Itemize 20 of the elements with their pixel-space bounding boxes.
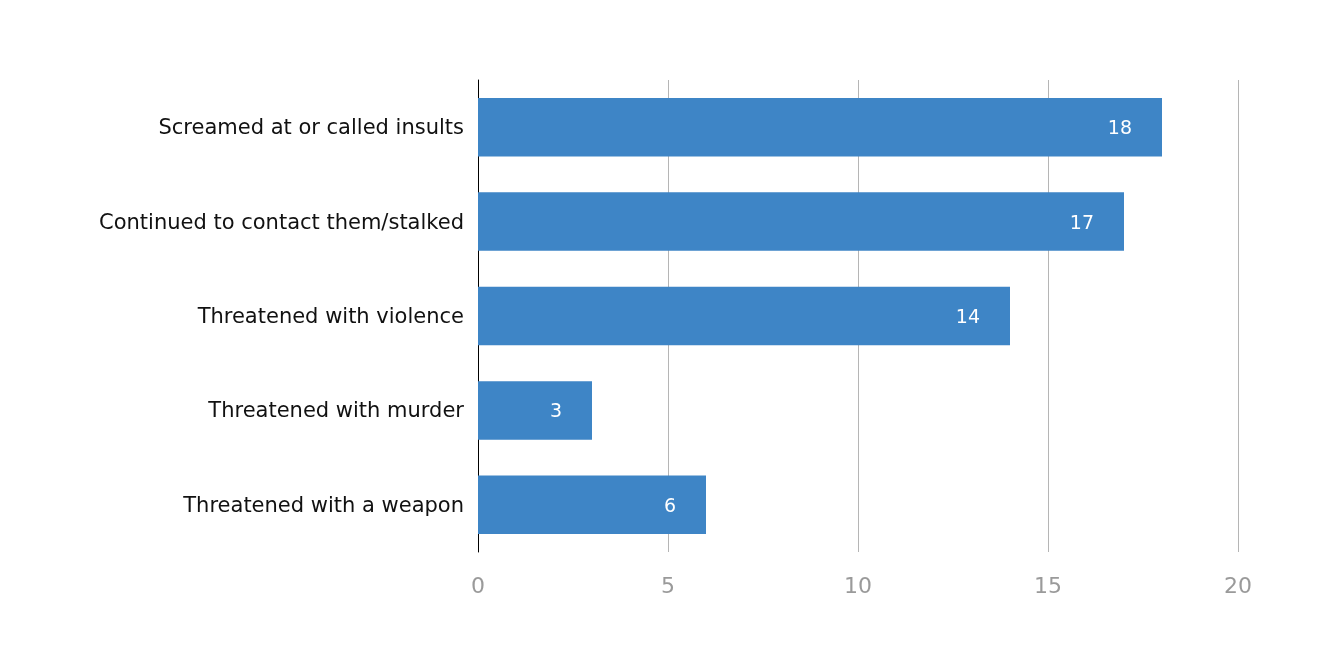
data-label: 6: [663, 493, 676, 516]
data-label: 14: [955, 305, 980, 327]
y-tick-label: Threatened with a weapon: [182, 492, 464, 517]
x-tick-label: 0: [471, 572, 485, 598]
data-label: 3: [549, 399, 562, 422]
bar: [478, 192, 1124, 251]
data-label: 18: [1107, 116, 1132, 139]
y-tick-label: Continued to contact them/stalked: [99, 209, 464, 234]
x-tick-label: 10: [844, 572, 872, 598]
y-tick-label: Screamed at or called insults: [158, 115, 464, 140]
y-tick-label: Threatened with violence: [196, 304, 464, 328]
x-tick-label: 20: [1224, 572, 1252, 598]
bar: [478, 97, 1162, 157]
x-tick-label: 5: [661, 572, 675, 598]
data-label: 17: [1069, 210, 1094, 233]
bar: [478, 475, 706, 535]
bar: [478, 381, 592, 440]
y-tick-label: Threatened with murder: [207, 398, 465, 423]
bar: [478, 286, 1010, 346]
x-tick-label: 15: [1034, 572, 1062, 598]
